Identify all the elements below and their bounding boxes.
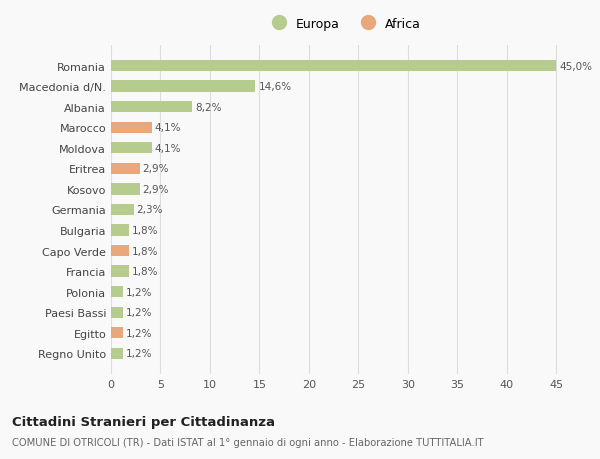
Bar xyxy=(111,143,152,154)
Text: 1,2%: 1,2% xyxy=(126,308,152,318)
Text: 2,3%: 2,3% xyxy=(137,205,163,215)
Bar xyxy=(111,307,123,318)
Bar xyxy=(111,81,256,93)
Bar xyxy=(111,327,123,339)
Text: 1,2%: 1,2% xyxy=(126,328,152,338)
Text: 1,2%: 1,2% xyxy=(126,287,152,297)
Bar xyxy=(111,102,192,113)
Bar xyxy=(111,184,140,195)
Bar xyxy=(111,246,129,257)
Text: Cittadini Stranieri per Cittadinanza: Cittadini Stranieri per Cittadinanza xyxy=(12,415,275,428)
Text: 1,8%: 1,8% xyxy=(132,225,158,235)
Bar xyxy=(111,204,134,216)
Text: 2,9%: 2,9% xyxy=(143,185,169,195)
Text: 8,2%: 8,2% xyxy=(195,102,221,112)
Legend: Europa, Africa: Europa, Africa xyxy=(261,13,426,36)
Bar xyxy=(111,61,556,72)
Text: 2,9%: 2,9% xyxy=(143,164,169,174)
Text: 4,1%: 4,1% xyxy=(155,144,181,153)
Text: 1,8%: 1,8% xyxy=(132,267,158,276)
Bar xyxy=(111,286,123,297)
Text: 1,8%: 1,8% xyxy=(132,246,158,256)
Bar xyxy=(111,123,152,134)
Text: 1,2%: 1,2% xyxy=(126,348,152,358)
Bar xyxy=(111,348,123,359)
Bar xyxy=(111,163,140,174)
Bar xyxy=(111,225,129,236)
Bar xyxy=(111,266,129,277)
Text: 4,1%: 4,1% xyxy=(155,123,181,133)
Text: COMUNE DI OTRICOLI (TR) - Dati ISTAT al 1° gennaio di ogni anno - Elaborazione T: COMUNE DI OTRICOLI (TR) - Dati ISTAT al … xyxy=(12,437,484,447)
Text: 14,6%: 14,6% xyxy=(259,82,292,92)
Text: 45,0%: 45,0% xyxy=(559,62,592,72)
